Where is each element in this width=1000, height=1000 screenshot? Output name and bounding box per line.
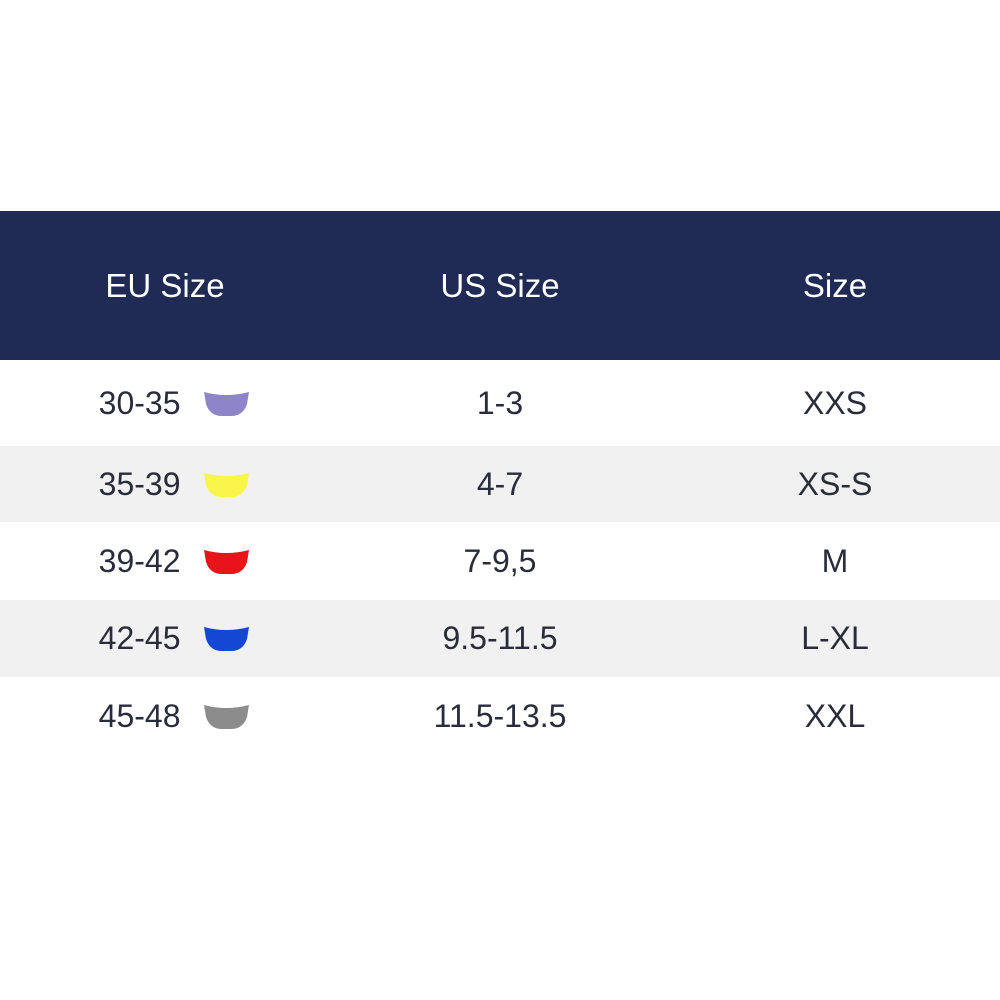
color-swatch-icon (203, 390, 250, 417)
color-swatch-icon (203, 703, 250, 730)
eu-size-cell: 30-35 (0, 385, 330, 422)
color-swatch-icon (203, 625, 250, 652)
table-row: 30-35 1-3 XXS (0, 360, 1000, 446)
eu-size: 30-35 (98, 384, 181, 421)
eu-size: 42-45 (98, 620, 181, 656)
size-label: M (821, 542, 849, 579)
eu-size-cell: 39-42 (0, 543, 330, 580)
eu-size: 45-48 (98, 697, 181, 734)
eu-size: 39-42 (98, 542, 181, 579)
size-label: L-XL (801, 620, 869, 656)
table-row: 45-48 11.5-13.5 XXL (0, 677, 1000, 755)
size-chart-table: EU Size US Size Size 30-35 1-3 XXS 35-39… (0, 211, 1000, 755)
table-header: EU Size US Size Size (0, 211, 1000, 360)
size-label: XXL (804, 697, 866, 734)
header-us-size: US Size (440, 266, 560, 304)
color-swatch-icon (203, 471, 250, 498)
table-row: 39-42 7-9,5 M (0, 522, 1000, 600)
size-label: XS-S (797, 465, 873, 502)
us-size: 9.5-11.5 (442, 620, 558, 656)
header-eu-size: EU Size (105, 266, 225, 304)
size-label: XXS (802, 384, 868, 421)
eu-size: 35-39 (98, 465, 181, 502)
table-row: 42-45 9.5-11.5 L-XL (0, 600, 1000, 677)
eu-size-cell: 45-48 (0, 698, 330, 735)
us-size: 4-7 (476, 465, 524, 502)
table-row: 35-39 4-7 XS-S (0, 446, 1000, 522)
eu-size-cell: 35-39 (0, 466, 330, 503)
eu-size-cell: 42-45 (0, 620, 330, 657)
us-size: 7-9,5 (463, 542, 537, 579)
color-swatch-icon (203, 548, 250, 575)
header-size: Size (802, 266, 868, 304)
us-size: 1-3 (476, 384, 524, 421)
us-size: 11.5-13.5 (433, 697, 567, 734)
